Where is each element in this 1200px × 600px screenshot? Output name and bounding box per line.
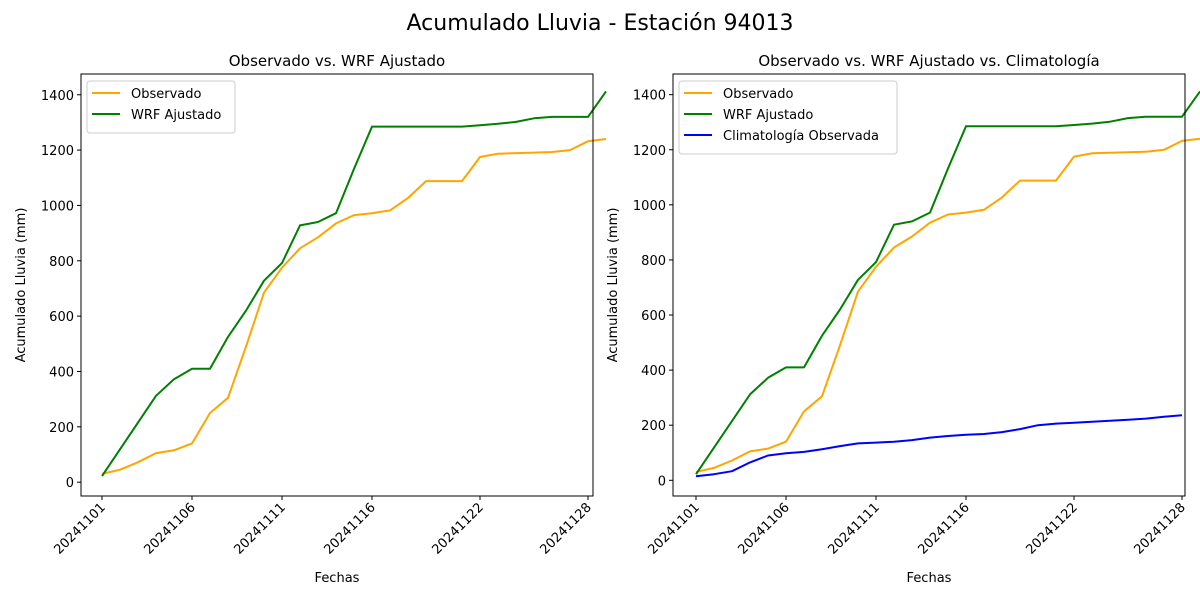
y-tick-label: 1400 xyxy=(633,89,666,104)
x-tick-label: 20241106 xyxy=(735,500,792,557)
series-line-1 xyxy=(101,138,607,475)
legend-label: Observado xyxy=(723,87,794,102)
panel-title: Observado vs. WRF Ajustado vs. Climatolo… xyxy=(758,52,1099,70)
x-tick-label: 20241116 xyxy=(915,500,972,557)
x-tick-label: 20241111 xyxy=(825,500,882,557)
series-line-2 xyxy=(101,90,607,477)
y-tick-label: 0 xyxy=(658,474,666,489)
y-tick-label: 400 xyxy=(49,365,74,380)
y-tick-label: 200 xyxy=(49,421,74,436)
x-tick-label: 20241101 xyxy=(645,500,702,557)
y-tick-label: 0 xyxy=(66,476,74,491)
series-line-3 xyxy=(695,414,1183,478)
legend-label: WRF Ajustado xyxy=(131,108,221,123)
chart-panel-right: Observado vs. WRF Ajustado vs. Climatolo… xyxy=(606,52,1200,586)
legend-label: Climatología Observada xyxy=(723,129,879,144)
x-tick-label: 20241106 xyxy=(141,500,198,557)
series-line-1 xyxy=(695,137,1200,473)
x-tick-label: 20241128 xyxy=(537,500,594,557)
y-tick-label: 800 xyxy=(49,255,74,270)
x-axis-label: Fechas xyxy=(907,571,952,586)
y-tick-label: 1000 xyxy=(633,199,666,214)
x-tick-label: 20241122 xyxy=(1023,500,1080,557)
panel-title: Observado vs. WRF Ajustado xyxy=(229,52,445,70)
y-tick-label: 400 xyxy=(641,364,666,379)
series-line-2 xyxy=(695,90,1200,475)
x-axis-label: Fechas xyxy=(315,571,360,586)
x-tick-label: 20241116 xyxy=(321,500,378,557)
y-tick-label: 600 xyxy=(49,310,74,325)
axes-frame xyxy=(672,73,1186,497)
y-tick-label: 1200 xyxy=(633,144,666,159)
y-tick-label: 1000 xyxy=(41,199,74,214)
x-tick-label: 20241101 xyxy=(51,500,108,557)
y-tick-label: 200 xyxy=(641,419,666,434)
y-tick-label: 800 xyxy=(641,254,666,269)
axes-frame xyxy=(80,73,594,497)
legend-label: WRF Ajustado xyxy=(723,108,813,123)
legend-box xyxy=(86,80,236,134)
x-tick-label: 20241122 xyxy=(429,500,486,557)
legend-box xyxy=(678,80,898,155)
y-axis-label: Acumulado Lluvia (mm) xyxy=(14,208,29,363)
figure-title: Acumulado Lluvia - Estación 94013 xyxy=(407,11,794,36)
y-axis-label: Acumulado Lluvia (mm) xyxy=(606,208,621,363)
y-tick-label: 1200 xyxy=(41,144,74,159)
legend-label: Observado xyxy=(131,87,202,102)
x-tick-label: 20241111 xyxy=(231,500,288,557)
y-tick-label: 1400 xyxy=(41,89,74,104)
chart-panel-left: Observado vs. WRF Ajustado 0 200 400 600 800 1… xyxy=(14,52,607,586)
x-tick-label: 20241128 xyxy=(1131,500,1188,557)
y-tick-label: 600 xyxy=(641,309,666,324)
